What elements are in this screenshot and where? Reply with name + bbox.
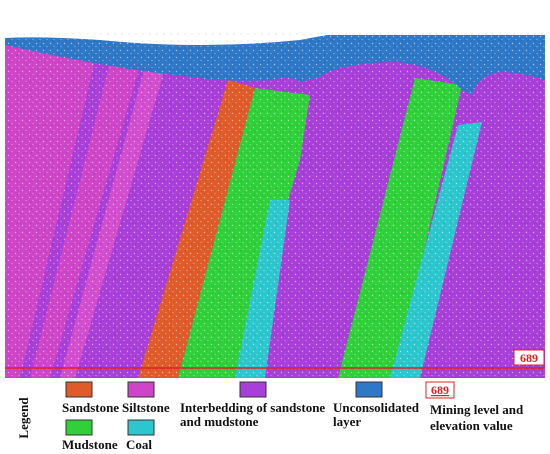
legend-swatch <box>355 381 383 398</box>
legend-label: layer <box>333 414 361 429</box>
legend-swatch <box>127 419 155 436</box>
legend-swatch <box>425 381 455 399</box>
legend-label: Sandstone <box>62 400 119 415</box>
legend-swatch <box>65 419 93 436</box>
legend-label: Interbedding of sandstone <box>180 400 325 415</box>
elevation-label: 689 <box>520 351 538 365</box>
legend-label: elevation value <box>430 418 513 433</box>
legend-label: Mudstone <box>62 437 118 452</box>
legend-label: Coal <box>126 437 152 452</box>
legend-sample: 689 <box>431 383 449 397</box>
legend-label: Siltstone <box>122 400 170 415</box>
section-body: 689 <box>5 30 545 378</box>
grain-texture <box>5 30 545 378</box>
legend-swatch <box>239 381 267 398</box>
elevation-box <box>513 349 545 366</box>
legend-swatch <box>127 381 155 398</box>
legend-label: and mudstone <box>180 414 259 429</box>
legend-label: Unconsolidated <box>333 400 420 415</box>
legend-swatch <box>65 381 93 398</box>
legend-label: Mining level and <box>430 402 524 417</box>
legend-title: Legend <box>16 397 31 439</box>
